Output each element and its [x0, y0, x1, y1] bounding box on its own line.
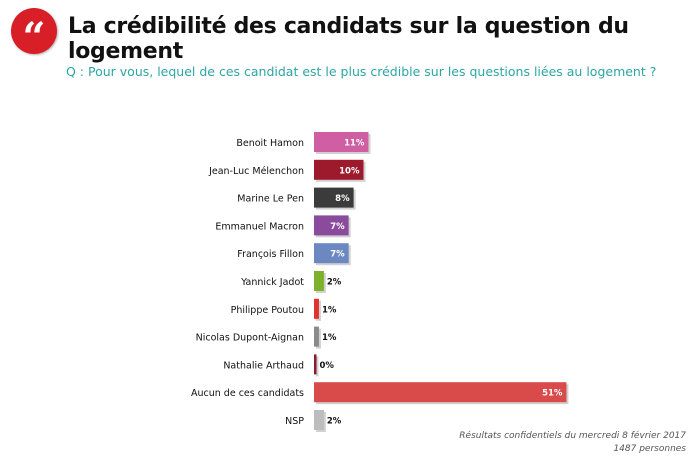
bar	[314, 243, 349, 264]
data-label: 10%	[339, 166, 360, 176]
page-title: La crédibilité des candidats sur la ques…	[68, 14, 629, 64]
bar	[314, 410, 324, 430]
category-label: Yannick Jadot	[240, 277, 304, 288]
data-label: 7%	[330, 222, 345, 232]
footer: Résultats confidentiels du mercredi 8 fé…	[459, 430, 686, 456]
data-label: 51%	[542, 389, 563, 399]
bar-shadow	[316, 356, 319, 377]
bar	[314, 271, 324, 291]
bar	[314, 132, 369, 152]
data-label: 1%	[322, 305, 337, 315]
category-label: Philippe Poutou	[231, 305, 304, 316]
bar	[314, 159, 364, 180]
bar	[314, 382, 567, 403]
quote-logo-icon: “	[11, 8, 57, 61]
category-label: François Fillon	[237, 249, 304, 260]
data-label: 2%	[327, 278, 342, 288]
footer-sample: 1487 personnes	[613, 444, 686, 454]
bar	[314, 326, 319, 347]
category-label: Nathalie Arthaud	[223, 360, 304, 371]
bar	[314, 187, 354, 208]
data-label: 11%	[344, 139, 365, 149]
category-label: Benoit Hamon	[236, 138, 304, 149]
category-label: Marine Le Pen	[237, 194, 304, 205]
category-label: Nicolas Dupont-Aignan	[196, 333, 304, 344]
data-label: 2%	[327, 417, 342, 427]
category-label: NSP	[285, 416, 304, 427]
data-label: 1%	[322, 333, 337, 343]
bar	[314, 354, 317, 375]
data-label: 8%	[335, 194, 350, 204]
category-label: Jean-Luc Mélenchon	[208, 166, 304, 177]
footer-source: Résultats confidentiels du mercredi 8 fé…	[459, 431, 686, 441]
data-label: 0%	[320, 361, 335, 371]
category-label: Emmanuel Macron	[215, 221, 304, 232]
bar	[314, 215, 349, 236]
survey-question: Q : Pour vous, lequel de ces candidat es…	[66, 64, 657, 79]
bar	[314, 298, 319, 319]
category-label: Aucun de ces candidats	[191, 388, 304, 399]
data-label: 7%	[330, 250, 345, 260]
